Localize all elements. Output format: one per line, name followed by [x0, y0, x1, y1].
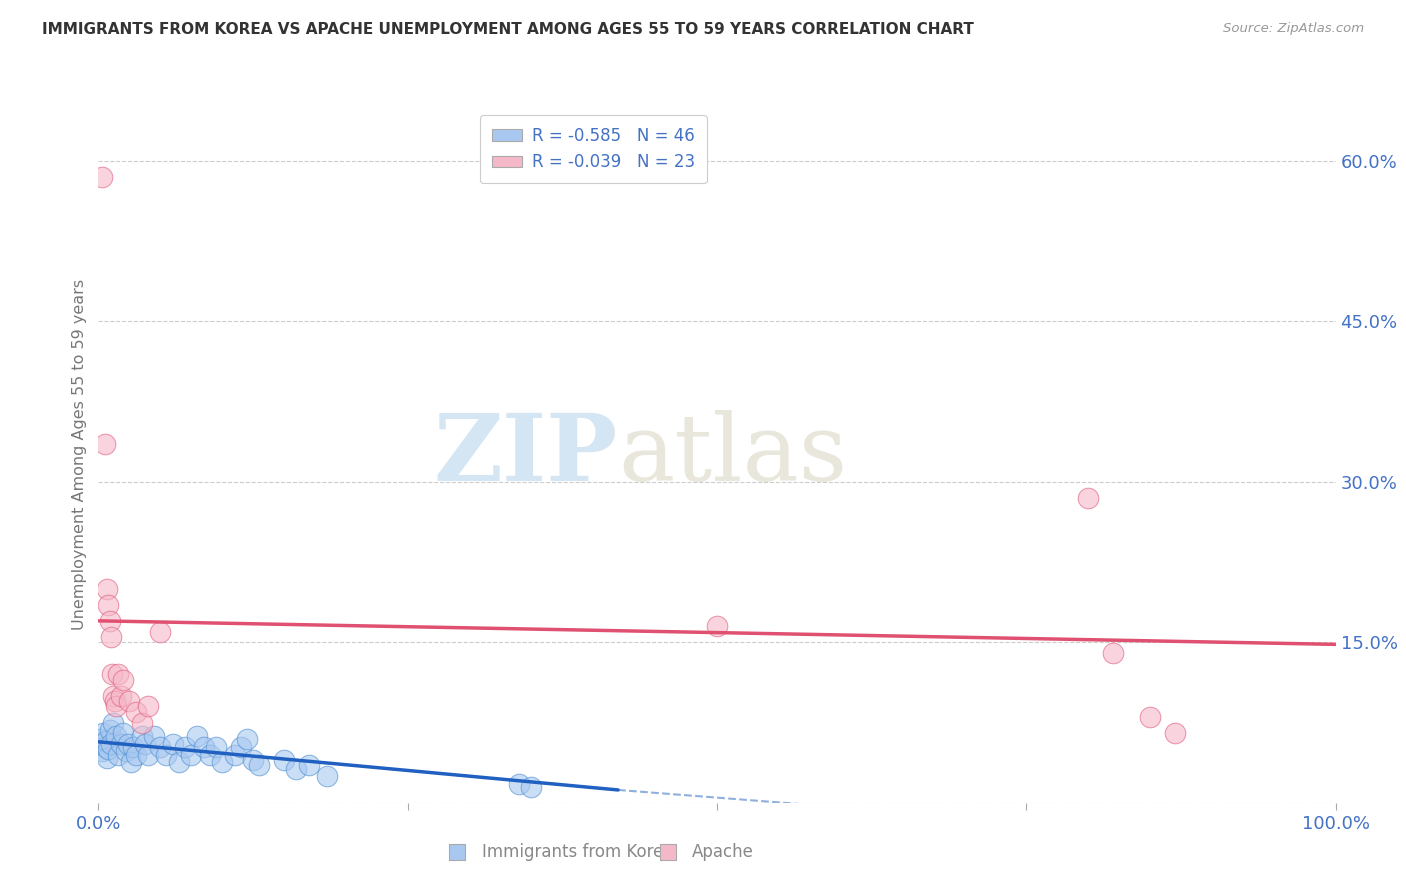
- Point: [520, 780, 543, 794]
- Point: [706, 619, 728, 633]
- Point: [236, 731, 259, 746]
- Point: [93, 726, 115, 740]
- Point: [103, 694, 125, 708]
- Point: [242, 753, 264, 767]
- Point: [136, 747, 159, 762]
- Point: [316, 769, 339, 783]
- Point: [98, 723, 121, 737]
- Point: [1102, 646, 1125, 660]
- Point: [298, 758, 321, 772]
- Point: [103, 715, 125, 730]
- Point: [96, 582, 118, 596]
- Point: [285, 762, 308, 776]
- Point: [247, 758, 270, 772]
- Point: [100, 630, 122, 644]
- Point: [124, 747, 146, 762]
- Point: [93, 437, 115, 451]
- Point: [273, 753, 295, 767]
- Point: [96, 751, 118, 765]
- Point: [155, 747, 177, 762]
- Point: [229, 740, 252, 755]
- Point: [1139, 710, 1161, 724]
- Point: [97, 598, 120, 612]
- Point: [446, 871, 468, 885]
- Point: [508, 776, 530, 790]
- Point: [122, 740, 145, 755]
- Text: ZIP: ZIP: [434, 410, 619, 500]
- Point: [211, 755, 233, 769]
- Point: [112, 673, 135, 687]
- Point: [205, 740, 228, 755]
- Point: [98, 614, 121, 628]
- Text: Immigrants from Korea: Immigrants from Korea: [482, 843, 673, 861]
- Point: [107, 667, 129, 681]
- Point: [100, 737, 122, 751]
- Point: [657, 871, 679, 885]
- Point: [117, 737, 139, 751]
- Point: [149, 624, 172, 639]
- Point: [104, 730, 127, 744]
- Point: [131, 730, 153, 744]
- Point: [114, 744, 136, 758]
- Point: [110, 737, 132, 751]
- Point: [103, 689, 125, 703]
- Text: IMMIGRANTS FROM KOREA VS APACHE UNEMPLOYMENT AMONG AGES 55 TO 59 YEARS CORRELATI: IMMIGRANTS FROM KOREA VS APACHE UNEMPLOY…: [42, 22, 974, 37]
- Point: [167, 755, 190, 769]
- Point: [89, 737, 111, 751]
- Point: [186, 730, 208, 744]
- Point: [134, 737, 156, 751]
- Point: [193, 740, 215, 755]
- Point: [93, 740, 115, 755]
- Y-axis label: Unemployment Among Ages 55 to 59 years: Unemployment Among Ages 55 to 59 years: [72, 279, 87, 631]
- Point: [112, 726, 135, 740]
- Point: [94, 733, 117, 747]
- Legend: R = -0.585   N = 46, R = -0.039   N = 23: R = -0.585 N = 46, R = -0.039 N = 23: [479, 115, 707, 183]
- Point: [110, 689, 132, 703]
- Point: [149, 740, 172, 755]
- Text: Source: ZipAtlas.com: Source: ZipAtlas.com: [1223, 22, 1364, 36]
- Text: Apache: Apache: [692, 843, 754, 861]
- Point: [1077, 491, 1099, 505]
- Point: [224, 747, 246, 762]
- Point: [180, 747, 202, 762]
- Point: [124, 705, 146, 719]
- Text: atlas: atlas: [619, 410, 848, 500]
- Point: [107, 747, 129, 762]
- Point: [198, 747, 221, 762]
- Point: [162, 737, 184, 751]
- Point: [91, 744, 114, 758]
- Point: [101, 667, 124, 681]
- Point: [120, 755, 142, 769]
- Point: [91, 169, 114, 184]
- Point: [90, 731, 112, 746]
- Point: [131, 715, 153, 730]
- Point: [97, 742, 120, 756]
- Point: [118, 694, 141, 708]
- Point: [174, 740, 197, 755]
- Point: [104, 699, 127, 714]
- Point: [136, 699, 159, 714]
- Point: [143, 730, 166, 744]
- Point: [1164, 726, 1187, 740]
